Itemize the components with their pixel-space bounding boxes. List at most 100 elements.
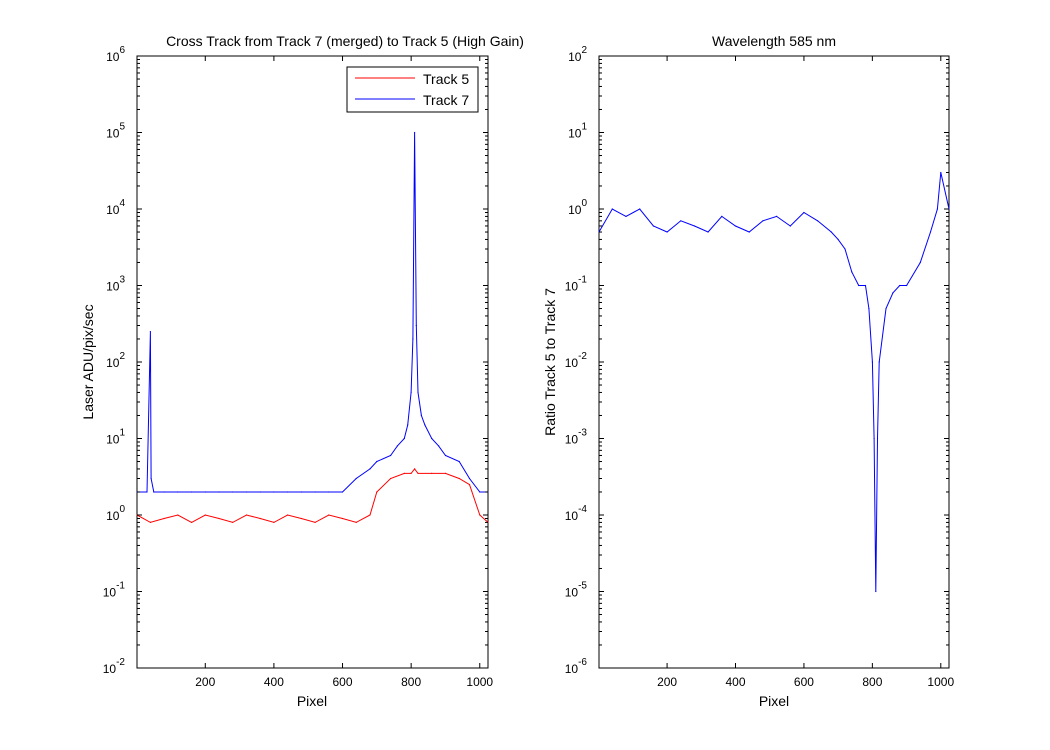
right-point-series-0 [639, 208, 641, 210]
legend: Track 5 Track 7 [346, 66, 479, 113]
left-point-track-7 [218, 491, 220, 493]
right-plot-area [598, 55, 950, 669]
left-y-tick-exponent: 1 [119, 428, 125, 439]
left-point-track-5 [245, 514, 248, 516]
right-x-tick-label: 400 [725, 675, 745, 689]
left-point-track-7 [415, 324, 417, 327]
left-point-track-7 [369, 468, 371, 470]
right-point-series-0 [680, 220, 682, 222]
right-point-series-0 [892, 292, 894, 294]
left-point-track-7 [479, 491, 481, 493]
left-point-track-7 [150, 477, 152, 480]
left-series-group [136, 131, 489, 524]
left-point-track-7 [341, 491, 344, 493]
right-chart-title: Wavelength 585 nm [712, 33, 836, 49]
right-point-series-0 [762, 220, 764, 222]
right-point-series-0 [721, 215, 723, 217]
left-x-tick-label: 400 [264, 675, 284, 689]
left-point-track-7 [163, 491, 165, 493]
right-line-series-0 [598, 172, 950, 592]
left-point-track-7 [328, 491, 330, 493]
legend-box [346, 66, 479, 113]
left-point-track-7 [438, 445, 440, 447]
right-point-series-0 [936, 208, 939, 210]
right-x-tick-label: 800 [862, 675, 882, 689]
left-point-track-5 [414, 468, 416, 470]
left-y-tick-exponent: 4 [119, 198, 125, 209]
left-point-track-7 [300, 491, 302, 493]
left-point-track-7 [149, 331, 151, 333]
left-point-track-7 [420, 414, 422, 417]
right-point-series-0 [748, 231, 750, 233]
left-point-track-7 [204, 491, 206, 493]
left-y-tick-exponent: 0 [119, 504, 125, 515]
left-x-tick-label: 800 [401, 675, 421, 689]
left-point-track-5 [232, 521, 234, 524]
legend-label-track-5: Track 5 [423, 71, 469, 87]
left-point-track-7 [417, 391, 419, 393]
left-plot-area [136, 55, 489, 669]
right-point-series-0 [919, 261, 921, 264]
right-point-series-0 [803, 211, 805, 214]
left-point-track-5 [355, 521, 357, 524]
right-series-group [598, 171, 950, 593]
right-point-series-0 [875, 590, 877, 593]
left-point-track-5 [341, 517, 344, 520]
right-point-series-0 [776, 215, 778, 217]
left-point-track-7 [390, 454, 392, 457]
left-point-track-5 [177, 514, 179, 516]
right-y-tick-exponent: 0 [581, 198, 587, 209]
right-point-series-0 [611, 208, 613, 210]
left-point-track-5 [273, 521, 275, 524]
legend-label-track-7: Track 7 [423, 92, 469, 108]
left-y-axis-label: Laser ADU/pix/sec [80, 304, 96, 419]
right-x-tick-label: 600 [794, 675, 814, 689]
right-y-tick-exponent: -3 [578, 428, 587, 439]
left-point-track-5 [468, 484, 471, 486]
right-point-series-0 [876, 437, 879, 440]
left-point-track-7 [431, 437, 433, 440]
left-y-tick-exponent: -2 [116, 657, 125, 668]
left-y-tick-exponent: 3 [119, 275, 125, 286]
right-point-series-0 [851, 271, 853, 273]
left-point-track-7 [314, 491, 316, 493]
right-point-series-0 [844, 248, 846, 250]
right-point-series-0 [652, 225, 655, 227]
right-ticks-group: 200 400 600 800 100010-610-510-410-310-210-1… [565, 45, 955, 689]
right-point-series-0 [868, 307, 870, 310]
left-point-track-5 [403, 472, 405, 474]
right-point-series-0 [885, 307, 887, 310]
right-point-series-0 [789, 225, 791, 227]
left-point-track-5 [376, 491, 378, 493]
left-y-tick-exponent: -1 [116, 581, 125, 592]
left-point-track-7 [153, 491, 155, 493]
left-point-track-7 [146, 491, 148, 493]
right-y-tick-exponent: -1 [578, 275, 587, 286]
left-point-track-7 [407, 424, 409, 426]
left-point-track-5 [410, 472, 412, 474]
right-point-series-0 [858, 284, 860, 287]
right-y-tick-exponent: 2 [581, 45, 587, 56]
left-y-tick-exponent: 5 [119, 122, 125, 133]
left-point-track-7 [412, 338, 414, 340]
left-point-track-7 [424, 424, 426, 426]
left-x-axis-label: Pixel [297, 693, 327, 709]
left-axes: 200 400 600 800 100010-210-11001011021031041… [80, 33, 524, 709]
left-point-track-7 [410, 391, 412, 393]
left-point-track-5 [417, 472, 419, 474]
right-point-series-0 [817, 220, 819, 222]
left-line-track-5 [136, 468, 489, 523]
left-point-track-5 [204, 514, 206, 516]
left-x-tick-label: 200 [195, 675, 215, 689]
right-point-series-0 [830, 231, 832, 233]
right-y-tick-exponent: -5 [578, 581, 587, 592]
right-point-series-0 [929, 231, 932, 233]
left-point-track-7 [414, 131, 416, 134]
right-x-axis-label: Pixel [759, 693, 789, 709]
left-point-track-7 [273, 491, 275, 493]
right-point-series-0 [940, 171, 942, 174]
right-point-series-0 [734, 225, 737, 227]
right-point-series-0 [871, 361, 874, 363]
right-point-series-0 [906, 284, 908, 287]
left-point-track-7 [376, 460, 378, 463]
